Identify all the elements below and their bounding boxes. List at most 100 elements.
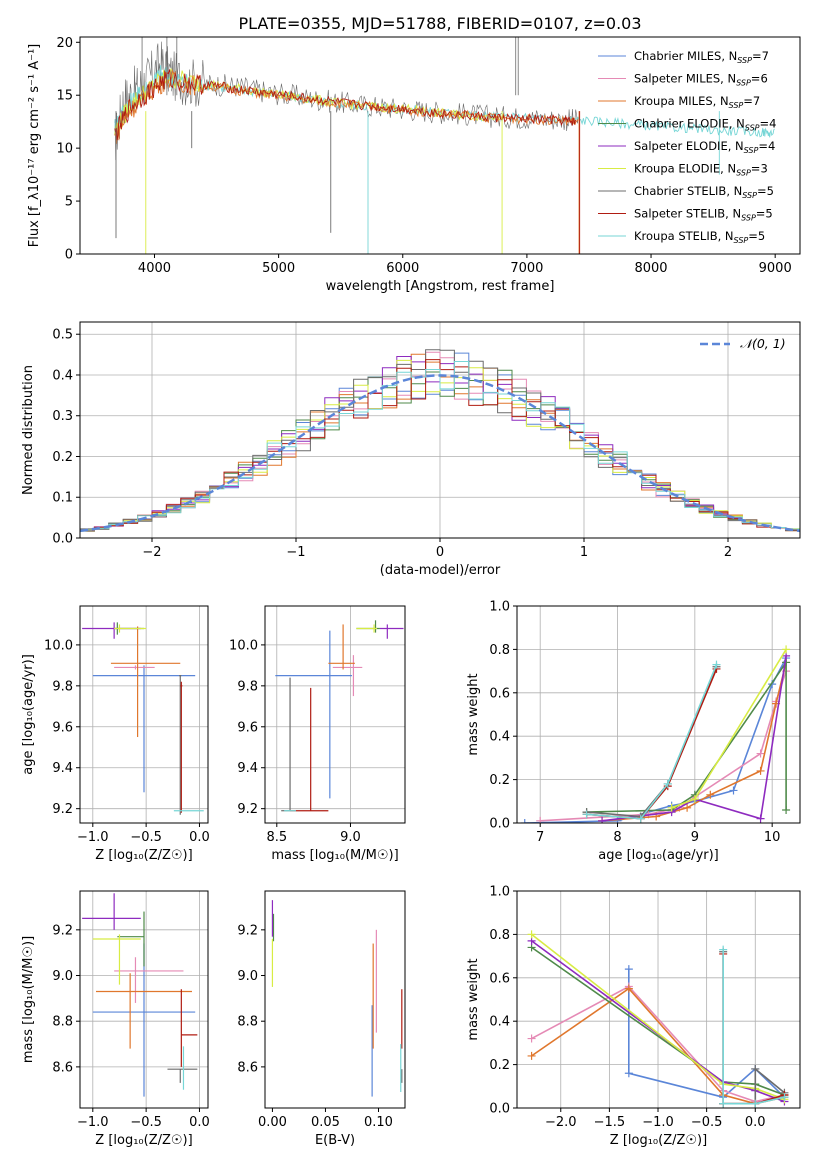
y-tick-label: 0.0 [489, 817, 510, 832]
y-axis-label: Normed distribution [21, 365, 36, 495]
legend-eq: = [760, 117, 770, 131]
y-tick-label: 9.2 [52, 923, 73, 938]
legend-name: Chabrier ELODIE, N [634, 117, 745, 131]
y-tick-label: 5 [65, 195, 73, 210]
legend-eq: = [748, 229, 758, 243]
x-tick-label: 10 [764, 830, 781, 845]
y-axis-label: mass weight [466, 958, 481, 1040]
histogram-step [80, 359, 800, 532]
legend-label: Chabrier STELIB, NSSP=5 [634, 184, 774, 200]
x-tick-label: 0.05 [311, 1115, 340, 1130]
x-tick-label: −1.0 [77, 830, 109, 845]
histogram-step [80, 349, 800, 532]
plot-area [520, 645, 791, 823]
weight-line [722, 953, 785, 1105]
weight-marker [520, 819, 529, 823]
y-tick-label: 0.8 [489, 928, 510, 943]
error-bar-point [82, 622, 141, 639]
error-bar-point [82, 893, 141, 930]
y-tick-label: 0.4 [52, 368, 73, 383]
legend-name: Salpeter ELODIE, N [634, 139, 744, 153]
x-tick-label: −1 [286, 545, 305, 560]
x-tick-label: 9000 [759, 261, 792, 276]
x-tick-label: 0.0 [189, 1115, 210, 1130]
x-tick-label: 7000 [510, 261, 543, 276]
y-tick-label: 8.6 [237, 1060, 258, 1075]
legend-eq: = [743, 94, 753, 108]
error-bar-point [114, 624, 147, 633]
plot-area [114, 37, 775, 254]
weight-marker [663, 779, 672, 788]
legend-name: Kroupa MILES, N [634, 94, 729, 108]
y-tick-label: 9.8 [52, 679, 73, 694]
legend-subscript: SSP [729, 101, 744, 110]
y-tick-label: 10.0 [44, 638, 73, 653]
weight-marker [706, 790, 715, 799]
axes-frame [79, 36, 801, 255]
x-tick-label: 1 [580, 545, 588, 560]
x-tick-label: 5000 [262, 261, 295, 276]
x-tick-label: 0.0 [745, 1115, 766, 1130]
error-bar-point [356, 620, 380, 633]
error-bar-point [92, 665, 196, 793]
y-tick-label: 0.6 [489, 686, 510, 701]
plot-area [527, 930, 789, 1108]
y-tick-label: 0.2 [489, 1058, 510, 1073]
axes-layer: −2.0 −1.5 −1.0 −0.5 0.0 0.0 0.2 0.4 0.6 0.8 1.0 Z [… [466, 885, 801, 1148]
x-tick-label: −2 [142, 545, 161, 560]
y-tick-label: 15 [56, 89, 73, 104]
axes-frame [516, 890, 801, 1109]
error-bar-point [179, 675, 182, 815]
weight-marker [536, 816, 545, 823]
y-tick-label: 0.0 [489, 1102, 510, 1117]
axes-frame [264, 890, 406, 1109]
weight-marker [719, 945, 728, 954]
weight-marker [782, 805, 791, 814]
weight-marker [751, 1064, 760, 1073]
error-bar-point [110, 626, 181, 738]
legend-label: Kroupa MILES, NSSP=7 [634, 94, 760, 110]
x-tick-label: −0.5 [130, 830, 162, 845]
axes-frame [79, 890, 209, 1109]
legend-subscript: SSP [741, 214, 756, 223]
figure-title: PLATE=0355, MJD=51788, FIBERID=0107, z=0… [238, 14, 641, 33]
legend-eq: = [751, 162, 761, 176]
legend-nssp: 3 [760, 162, 767, 176]
x-axis-label: wavelength [Angstrom, rest frame] [326, 279, 555, 294]
weight-marker [729, 786, 738, 795]
panel-age-vs-metallicity: −1.0 −0.5 0.0 9.2 9.4 9.6 9.8 10.0 Z [log₁₀(Z/Z☉… [21, 605, 210, 863]
axes-layer: −2 −1 0 1 2 0.0 0.1 0.2 0.3 0.4 0.5 (data-model)/er… [21, 321, 801, 578]
axes-layer: −1.0 −0.5 0.0 9.2 9.4 9.6 9.8 10.0 Z [log₁₀(Z/Z☉… [21, 605, 210, 863]
x-tick-label: 0.0 [189, 830, 210, 845]
y-tick-label: 9.4 [237, 761, 258, 776]
x-axis-label: (data-model)/error [380, 563, 501, 578]
x-tick-label: 0 [436, 545, 444, 560]
weight-line [722, 951, 785, 1105]
y-axis-label: mass weight [466, 673, 481, 755]
y-tick-label: 0.6 [489, 971, 510, 986]
error-bar-point [180, 681, 183, 813]
y-tick-label: 0.2 [489, 773, 510, 788]
y-tick-label: 9.6 [52, 720, 73, 735]
x-axis-label: age [log₁₀(age/yr)] [598, 848, 719, 863]
weight-marker [527, 1051, 536, 1060]
x-axis-label: Z [log₁₀(Z/Z☉)] [95, 848, 192, 863]
legend-subscript: SSP [736, 169, 751, 178]
error-bar-point [281, 677, 291, 812]
legend-label: Chabrier MILES, NSSP=7 [634, 49, 769, 65]
y-tick-label: 8.6 [52, 1060, 73, 1075]
legend-label: Salpeter MILES, NSSP=6 [634, 72, 768, 88]
panel-residuals: −2 −1 0 1 2 0.0 0.1 0.2 0.3 0.4 0.5 (data-model)/er… [21, 321, 801, 578]
error-bar-point [275, 630, 352, 799]
legend-nssp: 6 [760, 72, 767, 86]
x-tick-label: −0.5 [130, 1115, 162, 1130]
y-tick-label: 0.2 [52, 450, 73, 465]
x-tick-label: −0.5 [691, 1115, 723, 1130]
plot-area [271, 900, 403, 1097]
weight-marker [690, 795, 699, 804]
axes-frame [516, 605, 801, 824]
weight-marker [624, 984, 633, 993]
legend-nssp: 5 [758, 229, 765, 243]
x-tick-label: 8 [613, 830, 621, 845]
x-tick-label: 9.0 [340, 830, 361, 845]
